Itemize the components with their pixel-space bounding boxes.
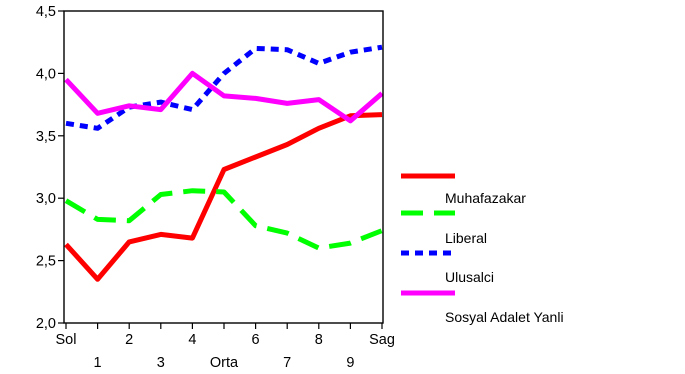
series-line-ulusalci (65, 44, 383, 131)
x-tick-label: 4 (188, 332, 196, 348)
series-layer (64, 44, 384, 282)
x-tick-label: 3 (157, 355, 165, 371)
y-tick-label: 4,0 (36, 66, 56, 82)
series-line-muhafazakar (64, 112, 383, 282)
y-tick-label: 3,0 (36, 191, 56, 207)
legend-label-ulusalci: Ulusalci (445, 269, 494, 285)
y-tick-label: 2,0 (36, 316, 56, 332)
x-tick-label: Sag (369, 332, 395, 348)
x-tick-label: 2 (125, 332, 133, 348)
legend-label-muhafazakar: Muhafazakar (445, 190, 526, 206)
axis-layer: 2,0 2,5 3,0 3,5 4,0 4,5 Sol 2 4 6 8 Sag 1 3 Orta 7 9 (36, 4, 395, 371)
series-line-liberal (64, 188, 383, 251)
series-line-sosyal-adalet-yanli (64, 70, 384, 124)
x-tick-label: 7 (283, 355, 291, 371)
y-tick-label: 4,5 (36, 4, 56, 20)
y-tick-label: 3,5 (36, 129, 56, 145)
x-tick-label: 9 (346, 355, 354, 371)
x-tick-label: Orta (210, 355, 239, 371)
x-tick-label: 1 (94, 355, 102, 371)
x-tick-label: 6 (252, 332, 260, 348)
legend-label-liberal: Liberal (445, 230, 487, 246)
legend: Muhafazakar Liberal Ulusalci Sosyal Adalet … (401, 173, 564, 325)
y-tick-label: 2,5 (36, 254, 56, 270)
legend-label-sosyal-adalet-yanli: Sosyal Adalet Yanli (445, 309, 564, 325)
plot-frame (63, 10, 384, 324)
x-tick-label: 8 (315, 332, 323, 348)
x-tick-label: Sol (56, 332, 77, 348)
